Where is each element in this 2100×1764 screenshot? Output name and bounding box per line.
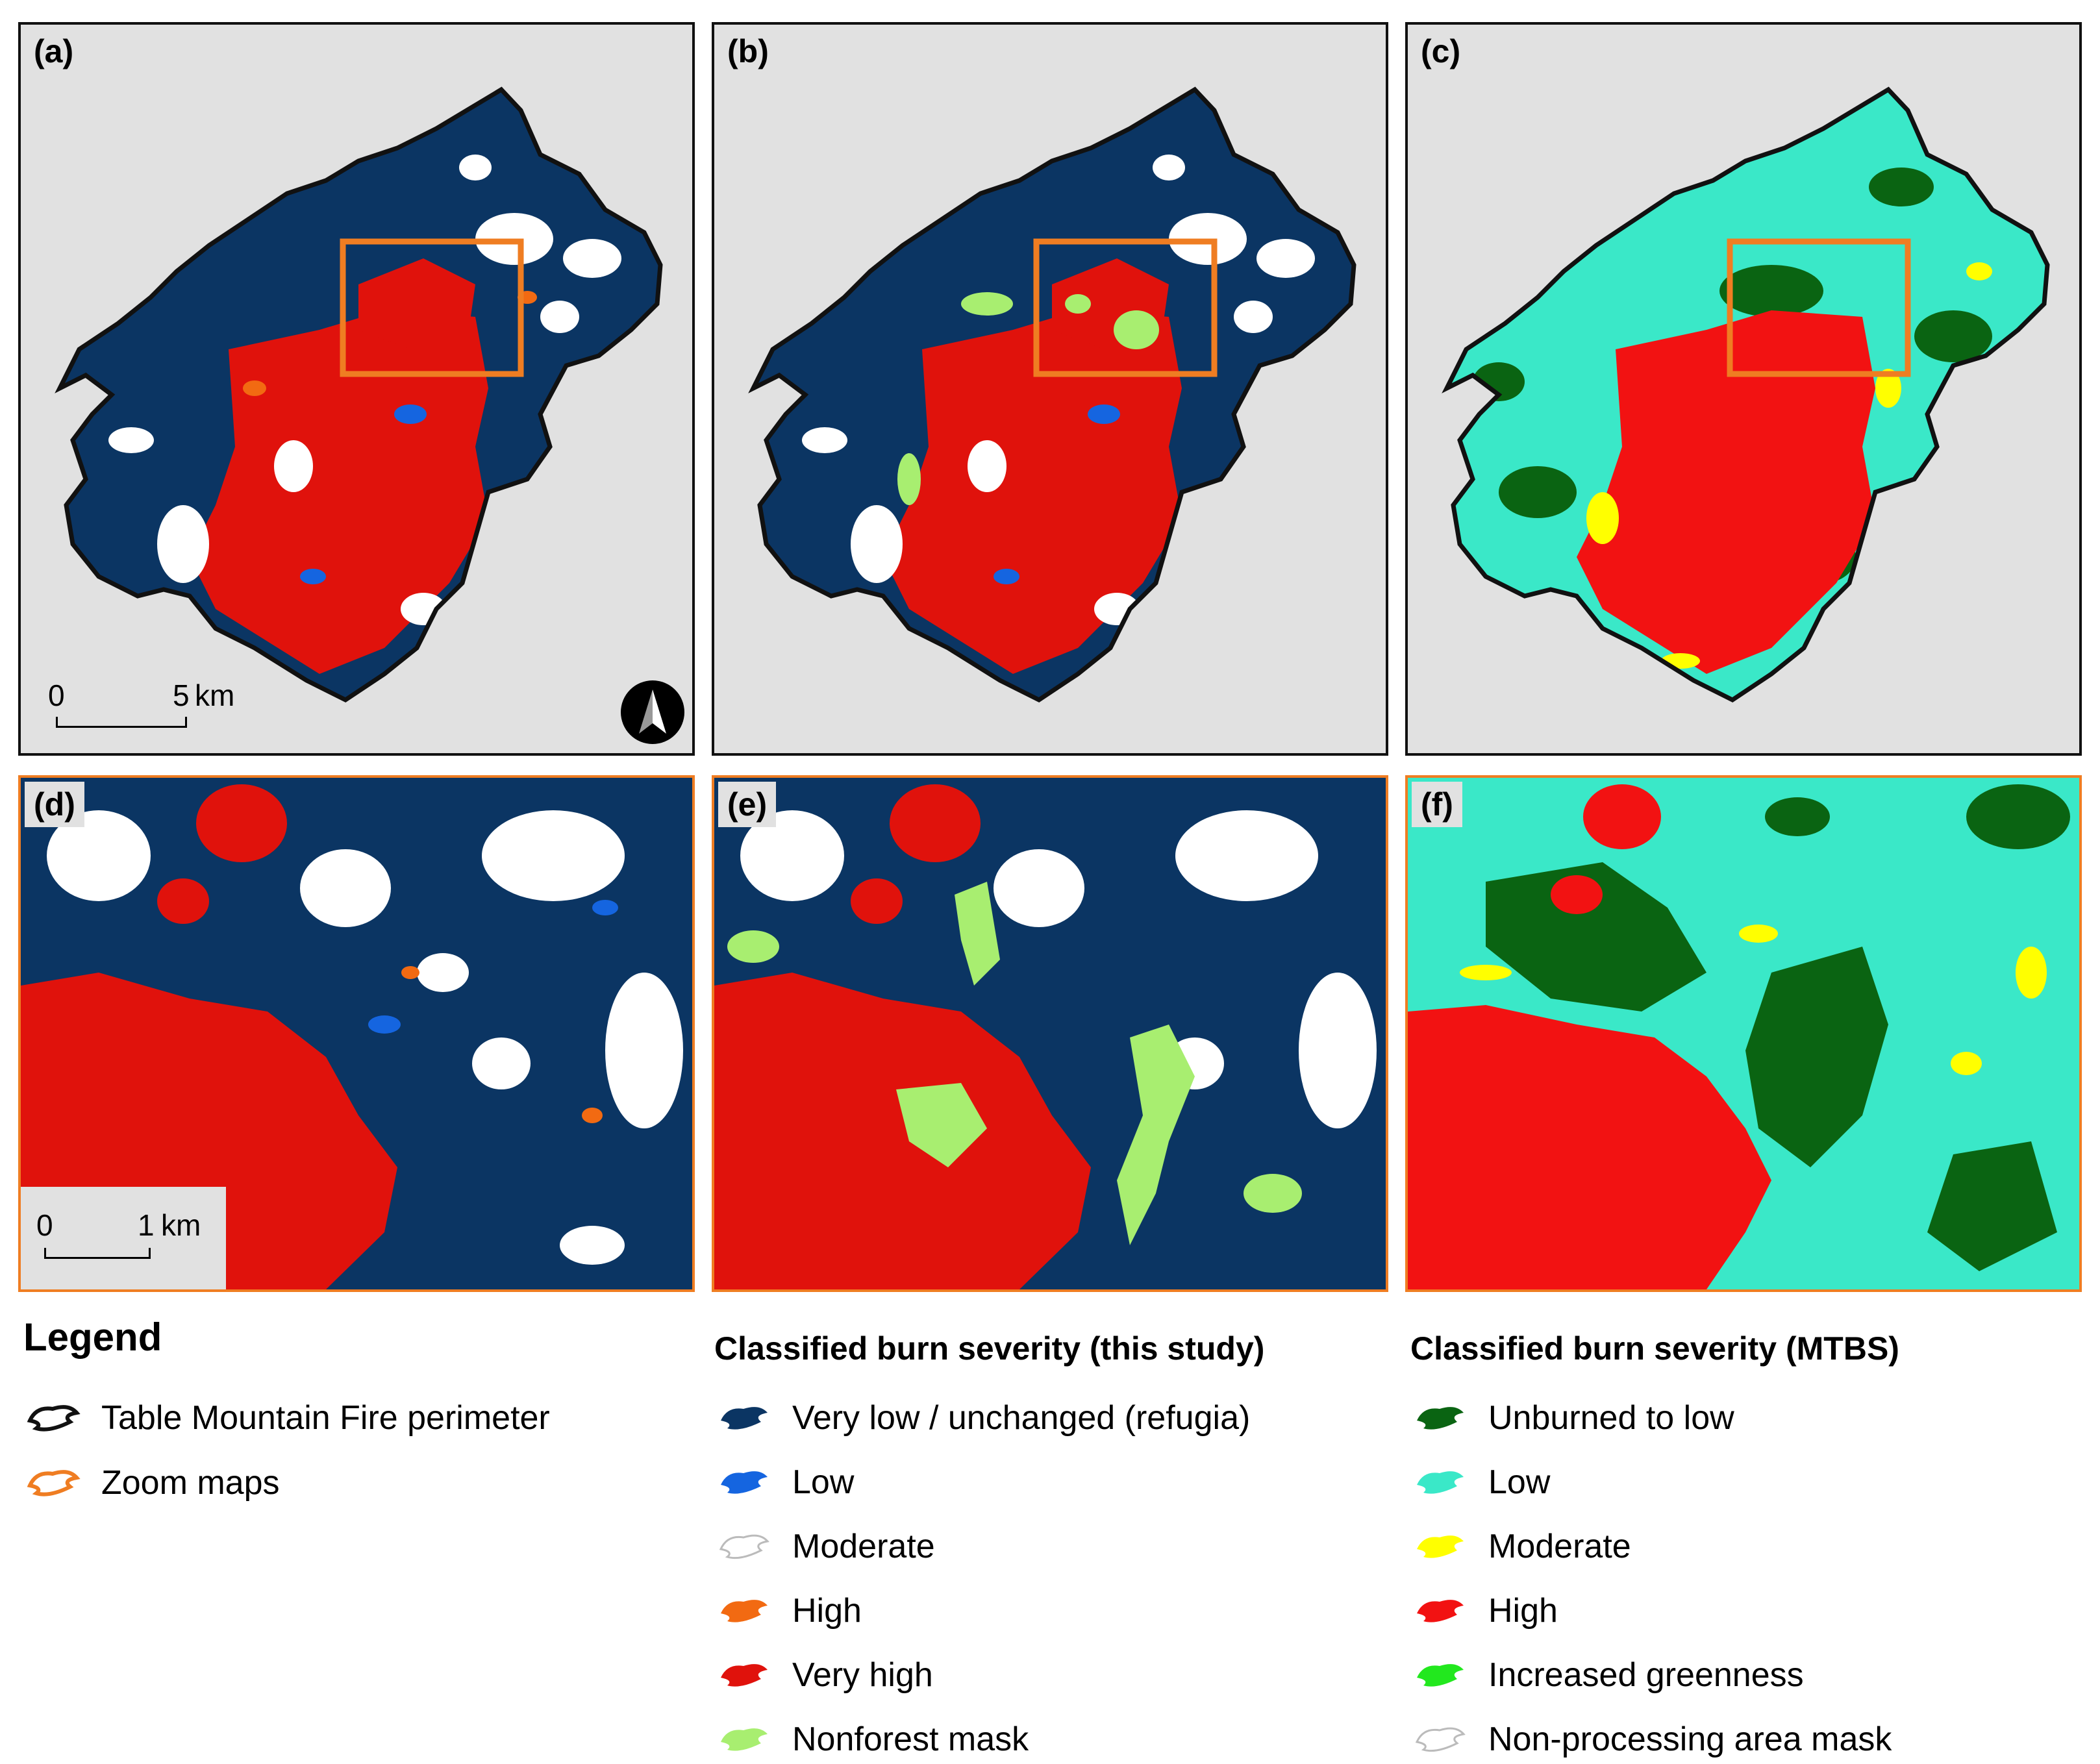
panel-label: (a) (25, 29, 83, 74)
mtbs-legend-item: Unburned to low (1410, 1397, 2060, 1439)
fire-perimeter (55, 86, 663, 703)
color-swatch-icon (1415, 1727, 1466, 1752)
legend-item-zoom: Zoom maps (23, 1462, 673, 1504)
panel-label: (d) (25, 782, 84, 827)
study-legend-item: Low (714, 1461, 1364, 1503)
color-swatch-icon (1417, 1535, 1464, 1558)
study-legend-item: Very low / unchanged (refugia) (714, 1397, 1364, 1439)
legend-title: Legend (23, 1315, 162, 1359)
mtbs-legend-title: Classified burn severity (MTBS) (1410, 1330, 1899, 1367)
color-swatch-icon (719, 1534, 769, 1559)
color-swatch-icon (1417, 1600, 1464, 1622)
legend-label: Increased greenness (1488, 1656, 1804, 1694)
legend-label: Nonforest mask (792, 1721, 1029, 1758)
panel-b-map: (b) (712, 22, 1388, 756)
scale-start: 0 (48, 678, 65, 712)
color-swatch-icon (721, 1728, 768, 1751)
panel-c-map: (c) (1405, 22, 2082, 756)
color-swatch-icon (721, 1600, 768, 1622)
perimeter-swatch-icon (27, 1405, 81, 1432)
zoom-mtbs-map (1408, 778, 2079, 1289)
color-swatch-icon (721, 1407, 768, 1430)
study-legend-item: Very high (714, 1654, 1364, 1696)
zoom-swatch-icon (27, 1470, 81, 1497)
legend-label: High (1488, 1592, 1558, 1630)
color-swatch-icon (1417, 1664, 1464, 1687)
panel-a-map: (a) 0 5 km (18, 22, 695, 756)
legend-label: Non-processing area mask (1488, 1721, 1892, 1758)
legend-label: Low (1488, 1463, 1551, 1501)
panel-d-zoom-map: (d) 0 1 km (18, 775, 695, 1292)
legend-item-perimeter: Table Mountain Fire perimeter (23, 1397, 673, 1439)
legend-label: Zoom maps (101, 1464, 280, 1502)
scale-bar: 0 5 km (44, 678, 234, 739)
zoom-severity-map (714, 778, 1386, 1289)
panel-e-zoom-map: (e) (712, 775, 1388, 1292)
fire-severity-map (55, 86, 663, 703)
legend-label: Moderate (792, 1528, 935, 1565)
panel-f-zoom-map: (f) (1405, 775, 2082, 1292)
legend-label: High (792, 1592, 862, 1630)
zoom-severity-map (21, 778, 692, 1289)
color-swatch-icon (721, 1664, 768, 1687)
mtbs-legend-item: Moderate (1410, 1526, 2060, 1567)
legend-label: Very low / unchanged (refugia) (792, 1399, 1251, 1437)
scale-end: 1 (138, 1208, 155, 1242)
study-legend-item: Moderate (714, 1526, 1364, 1567)
zoom-extent-box (1033, 238, 1218, 377)
north-arrow-icon (621, 680, 684, 744)
scale-unit: km (161, 1208, 201, 1242)
panel-label: (f) (1412, 782, 1462, 827)
panel-label: (b) (718, 29, 778, 74)
legend-label: Table Mountain Fire perimeter (101, 1399, 550, 1437)
mtbs-legend-item: Non-processing area mask (1410, 1719, 2060, 1760)
color-swatch-icon (1417, 1471, 1464, 1494)
scale-unit: km (195, 678, 235, 712)
color-swatch-icon (1417, 1407, 1464, 1430)
scale-end: 5 (173, 678, 190, 712)
study-legend-title: Classified burn severity (this study) (714, 1330, 1265, 1367)
legend-label: Low (792, 1463, 855, 1501)
panel-label: (c) (1412, 29, 1470, 74)
scale-bar: 0 1 km (21, 1187, 226, 1289)
mtbs-legend-item: Increased greenness (1410, 1654, 2060, 1696)
mtbs-severity-map (1442, 86, 2050, 703)
fire-perimeter (748, 86, 1356, 703)
color-swatch-icon (721, 1471, 768, 1494)
study-legend-item: High (714, 1590, 1364, 1632)
legend-label: Very high (792, 1656, 933, 1694)
zoom-extent-box (340, 238, 524, 377)
mtbs-legend-item: Low (1410, 1461, 2060, 1503)
scale-start: 0 (36, 1208, 53, 1242)
fire-perimeter (1442, 86, 2050, 703)
panel-label: (e) (718, 782, 777, 827)
fire-severity-map (748, 86, 1356, 703)
legend-label: Moderate (1488, 1528, 1631, 1565)
zoom-extent-box (1727, 238, 1911, 377)
mtbs-legend-item: High (1410, 1590, 2060, 1632)
legend-label: Unburned to low (1488, 1399, 1734, 1437)
study-legend-item: Nonforest mask (714, 1719, 1364, 1760)
